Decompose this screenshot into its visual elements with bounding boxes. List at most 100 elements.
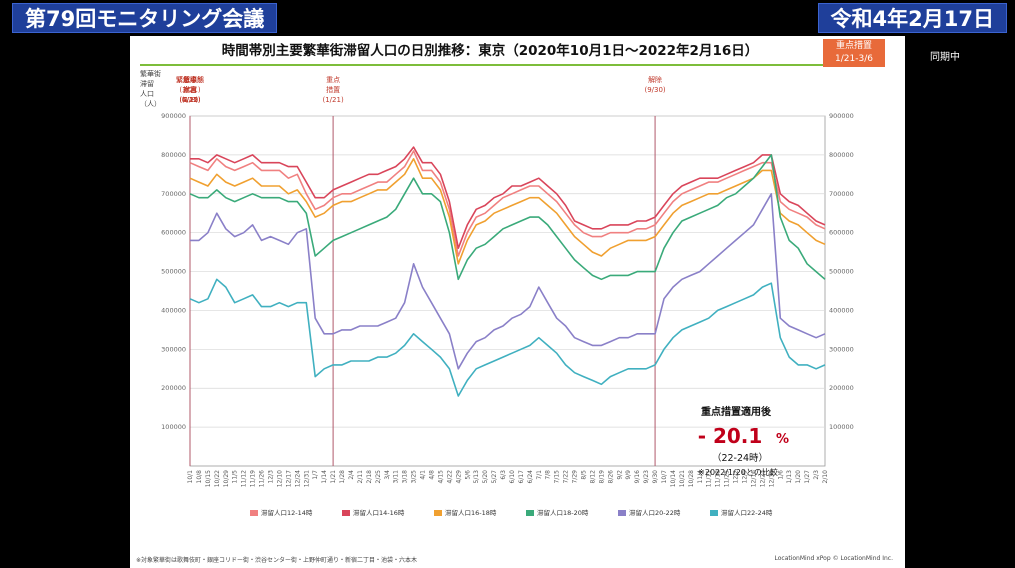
x-tick-label: 7/29 [572,470,579,484]
x-tick-label: 2/11 [357,470,364,484]
event-label: 緊急事態 [176,75,204,84]
y-tick-label-right: 700000 [829,190,854,198]
x-tick-label: 5/6 [464,470,471,480]
line-chart: 100000 100000 200000 200000 300000 300000 4000… [140,69,854,517]
x-tick-label: 10/14 [670,470,677,487]
x-tick-label: 4/1 [420,470,427,480]
x-tick-label: 10/28 [688,470,695,487]
x-tick-label: 8/5 [581,470,588,480]
x-tick-label: 1/14 [321,470,328,484]
x-tick-label: 2/10 [822,470,829,484]
y-tick-label: 400000 [161,306,186,314]
x-tick-label: 12/10 [276,470,283,487]
title-underline [140,64,830,66]
x-tick-label: 11/11 [706,470,713,487]
x-tick-label: 3/18 [402,470,409,484]
summary-note: ※2022/1/20との比較 [698,467,778,477]
summary-time: （22-24時） [712,452,768,464]
x-tick-label: 3/4 [384,470,391,480]
x-tick-label: 2/25 [375,470,382,484]
x-tick-label: 10/1 [187,470,194,484]
x-tick-label: 4/22 [446,470,453,484]
x-tick-label: 2/4 [348,470,355,480]
series-line [190,146,826,249]
series-line [189,278,826,397]
footnote: ※対象繁華街は歌舞伎町・銀座コリドー街・渋谷センター街・上野仲町通り・新宿二丁目… [136,557,418,564]
x-tick-label: 11/4 [697,470,704,484]
data-credit: LocationMind xPop © LocationMind Inc. [774,555,893,562]
x-tick-label: 8/19 [598,470,605,484]
x-tick-label: 6/17 [518,470,525,484]
x-tick-label: 1/28 [339,470,346,484]
y-tick-label: 300000 [161,345,186,353]
event-label: (1/21) [323,96,344,104]
x-tick-label: 12/17 [285,470,292,487]
x-tick-label: 10/8 [196,470,203,484]
y-tick-label-right: 600000 [829,229,854,237]
legend-swatch [342,510,350,516]
x-tick-label: 11/5 [232,470,239,484]
series-line [189,154,826,281]
x-tick-label: 10/15 [205,470,212,487]
x-tick-label: 9/23 [643,470,650,484]
event-label: 緊急事態 [176,75,204,84]
x-tick-label: 2/3 [813,470,820,480]
x-tick-label: 11/18 [715,470,722,487]
legend-swatch [434,510,442,516]
presentation-slide: 時間帯別主要繁華街滞留人口の日別推移：東京（2020年10月1日〜2022年2月… [130,36,905,568]
x-tick-label: 7/8 [545,470,552,480]
event-label: (9/30) [644,86,665,94]
x-tick-label: 8/26 [607,470,614,484]
legend-swatch [618,510,626,516]
event-label: (3/21) [179,86,200,94]
x-tick-label: 12/16 [750,470,757,487]
y-tick-label-right: 900000 [829,112,854,120]
legend-label: 滞留人口20-22時 [629,508,681,517]
x-tick-label: 5/13 [473,470,480,484]
series-line [189,150,826,257]
x-tick-label: 9/30 [652,470,659,484]
y-tick-label: 900000 [161,112,186,120]
x-tick-label: 8/12 [589,470,596,484]
x-tick-label: 12/23 [759,470,766,487]
event-label: 宣言 [183,85,197,94]
y-axis-label: 人口 [140,90,154,98]
x-tick-label: 11/26 [259,470,266,487]
y-tick-label-right: 100000 [829,423,854,431]
series-line [190,193,826,370]
y-tick-label-right: 500000 [829,268,854,276]
y-tick-label: 700000 [161,190,186,198]
x-tick-label: 4/8 [428,470,435,480]
badge-line-1: 重点措置 [835,41,872,51]
legend-swatch [710,510,718,516]
x-tick-label: 11/12 [241,470,248,487]
summary-value: - 20.1 [698,424,763,448]
x-tick-label: 6/24 [527,470,534,484]
legend-label: 滞留人口12-14時 [261,508,313,517]
event-label: (4/25) [179,96,200,104]
y-tick-label-right: 400000 [829,306,854,314]
summary-unit: % [776,432,789,447]
x-tick-label: 9/16 [634,470,641,484]
x-tick-label: 9/2 [616,470,623,480]
x-tick-label: 12/2 [733,470,740,484]
meeting-date: 令和4年2月17日 [817,3,1007,33]
event-label: 宣言 [183,85,197,94]
x-tick-label: 10/21 [679,470,686,487]
x-tick-label: 6/3 [500,470,507,480]
top-bar: 第79回モニタリング会議 令和4年2月17日 [0,0,1015,36]
event-label: 重点 [326,76,340,84]
x-tick-label: 1/27 [804,470,811,484]
event-label: 措置 [326,85,340,94]
x-tick-label: 4/15 [437,470,444,484]
x-tick-label: 3/11 [393,470,400,484]
event-label: (1/8) [182,96,199,104]
x-tick-label: 12/3 [267,470,274,484]
y-tick-label: 600000 [161,229,186,237]
legend-label: 滞留人口16-18時 [445,508,497,517]
x-tick-label: 7/22 [563,470,570,484]
event-label: 緊急事態 [176,75,204,84]
x-tick-label: 2/18 [366,470,373,484]
x-tick-label: 1/20 [795,470,802,484]
x-tick-label: 9/9 [625,470,632,480]
